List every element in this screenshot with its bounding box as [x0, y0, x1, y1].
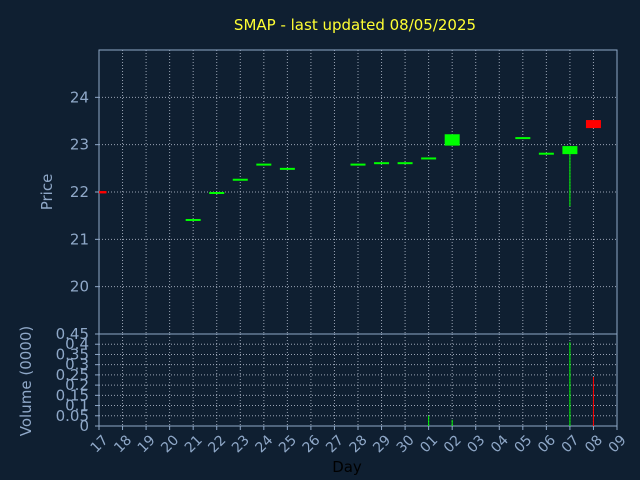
volume-y-tick-label: 0.25	[56, 366, 89, 384]
x-tick-label: 02	[441, 432, 465, 456]
x-tick-label: 04	[488, 432, 512, 456]
x-tick-label: 05	[512, 432, 536, 456]
x-tick-label: 21	[182, 432, 206, 456]
candle-body	[209, 192, 225, 194]
x-tick-label: 08	[582, 432, 606, 456]
x-tick-label: 25	[276, 432, 300, 456]
x-tick-label: 07	[559, 432, 583, 456]
candle-body	[185, 218, 201, 221]
price-y-tick-label: 21	[70, 230, 89, 248]
volume-y-tick-label: 0	[79, 417, 89, 435]
price-y-tick-label: 23	[70, 136, 89, 154]
x-tick-label: 23	[229, 432, 253, 456]
candles	[99, 120, 601, 221]
x-tick-label: 27	[323, 432, 347, 456]
price-y-tick-label: 22	[70, 183, 89, 201]
candle-body	[279, 167, 295, 170]
volume-axis-label: Volume (0000)	[17, 326, 35, 436]
price-y-tick-label: 20	[70, 278, 89, 296]
chart-title: SMAP - last updated 08/05/2025	[234, 16, 476, 34]
volume-y-tick-label: 0.1	[65, 397, 89, 415]
candle-body	[444, 134, 460, 146]
volume-y-tick-label: 0.45	[56, 325, 89, 343]
volume-grid	[99, 334, 617, 426]
price-grid	[99, 50, 617, 334]
x-tick-label: 30	[394, 432, 418, 456]
x-axis-label: Day	[332, 458, 362, 476]
candle-body	[397, 162, 413, 165]
candle-body	[421, 157, 437, 160]
volume-y-tick-label: 0.15	[56, 386, 89, 404]
x-axis: 17 18 19 20 21 22 23 24 25 26 27 28 29 30 01 02 03 04 05 06…	[88, 426, 630, 456]
candle-body	[99, 191, 107, 194]
x-tick-label: 24	[253, 432, 277, 456]
volume-y-axis: 00.050.10.150.20.250.30.350.40.45	[56, 325, 99, 435]
x-tick-label: 17	[88, 432, 112, 456]
price-y-axis: 20 21 22 23 24	[70, 88, 99, 296]
x-tick-label: 20	[158, 432, 182, 456]
x-tick-label: 03	[464, 432, 488, 456]
x-tick-label: 01	[417, 432, 441, 456]
candle-body	[585, 120, 601, 129]
volume-bars	[428, 342, 594, 426]
x-tick-label: 28	[347, 432, 371, 456]
x-tick-label: 09	[606, 432, 630, 456]
x-tick-label: 29	[370, 432, 394, 456]
candle-body	[374, 162, 390, 165]
candle-body	[515, 137, 531, 140]
volume-y-tick-label: 0.2	[65, 376, 89, 394]
x-tick-label: 22	[205, 432, 229, 456]
volume-y-tick-label: 0.3	[65, 356, 89, 374]
volume-y-tick-label: 0.35	[56, 345, 89, 363]
x-tick-label: 06	[535, 432, 559, 456]
candle-body	[350, 163, 366, 166]
x-tick-label: 18	[111, 432, 135, 456]
x-tick-label: 26	[300, 432, 324, 456]
candle-body	[538, 152, 554, 155]
price-y-tick-label: 24	[70, 88, 89, 106]
candle-body	[562, 146, 578, 155]
candle-body	[256, 163, 272, 166]
x-tick-label: 19	[135, 432, 159, 456]
volume-y-tick-label: 0.05	[56, 407, 89, 425]
volume-y-tick-label: 0.4	[65, 335, 89, 353]
candle-body	[232, 178, 248, 181]
price-axis-label: Price	[38, 174, 56, 211]
